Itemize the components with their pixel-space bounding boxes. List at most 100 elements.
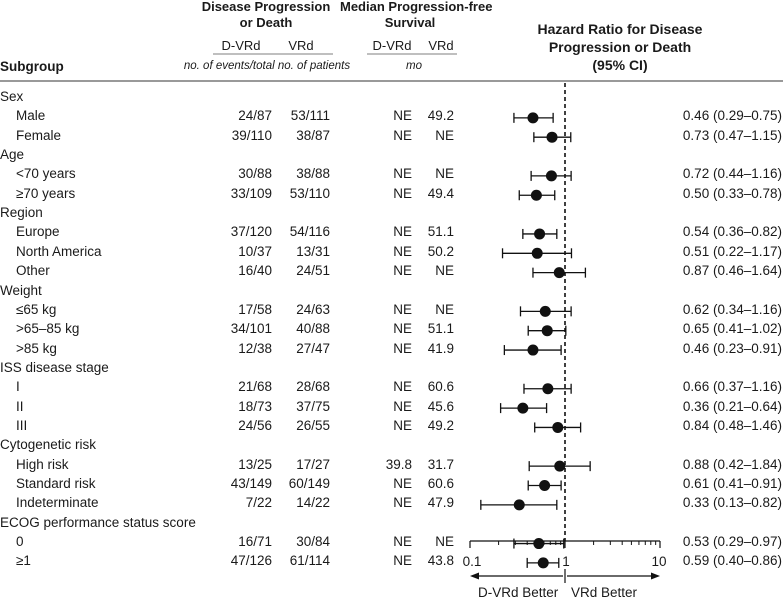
cell-pfs-vrd: NE	[435, 263, 454, 279]
cell-pfs-dvrd: NE	[393, 321, 412, 337]
cell-pfs-vrd: NE	[435, 166, 454, 182]
subgroup-label: Europe	[16, 224, 60, 240]
cell-pfs-vrd: 60.6	[427, 476, 454, 491]
group-label: Sex	[0, 89, 24, 104]
cell-hazard-ratio: 0.88 (0.42–1.84)	[682, 456, 782, 472]
cell-hazard-ratio: 0.51 (0.22–1.17)	[682, 243, 782, 259]
right-arrow-head	[651, 572, 660, 580]
tick-label-0-1: 0.1	[462, 554, 482, 569]
cell-events-vrd: 26/55	[296, 417, 330, 433]
cell-pfs-dvrd: NE	[393, 476, 412, 491]
cell-events-dvrd: 24/56	[238, 417, 272, 433]
hr-point	[546, 131, 558, 143]
cell-pfs-dvrd: 39.8	[385, 456, 412, 472]
cell-events-vrd: 24/51	[296, 263, 330, 279]
group-label: ISS disease stage	[0, 359, 109, 375]
subgroup-header: Subgroup	[0, 59, 64, 74]
cell-hazard-ratio: 0.54 (0.36–0.82)	[682, 224, 782, 240]
subgroup-label: Standard risk	[16, 476, 96, 491]
cell-events-dvrd: 17/58	[238, 301, 272, 317]
subgroup-label: >65–85 kg	[16, 321, 80, 337]
cell-hazard-ratio: 0.59 (0.40–0.86)	[682, 553, 782, 569]
cell-pfs-dvrd: NE	[393, 224, 412, 240]
hr-point	[541, 325, 553, 337]
cell-pfs-vrd: 43.8	[427, 553, 454, 569]
cell-events-dvrd: 13/25	[238, 456, 272, 472]
cell-events-vrd: 24/63	[296, 301, 330, 317]
cell-pfs-dvrd: NE	[393, 495, 412, 511]
cell-hazard-ratio: 0.53 (0.29–0.97)	[682, 534, 782, 550]
cell-pfs-dvrd: NE	[393, 185, 412, 201]
group-label: ECOG performance status score	[0, 514, 196, 530]
cell-events-vrd: 14/22	[296, 495, 330, 511]
hr-point	[545, 170, 557, 182]
subgroup-label: High risk	[16, 456, 69, 472]
cell-pfs-vrd: 49.2	[427, 108, 454, 124]
subgroup-label: ≥1	[16, 553, 31, 569]
cell-events-vrd: 27/47	[296, 340, 330, 356]
hr-point	[534, 228, 546, 240]
cell-events-dvrd: 39/110	[231, 127, 272, 143]
hr-point	[537, 557, 549, 569]
cell-pfs-dvrd: NE	[393, 166, 412, 182]
cell-hazard-ratio: 0.84 (0.48–1.46)	[682, 417, 782, 433]
events-title-line2: or Death	[239, 15, 293, 30]
cell-hazard-ratio: 0.36 (0.21–0.64)	[682, 398, 782, 414]
cell-pfs-dvrd: NE	[393, 417, 412, 433]
pfs-title-line1: Median Progression-free	[340, 0, 493, 14]
pfs-unit: mo	[406, 60, 422, 72]
hr-point	[554, 460, 566, 472]
cell-events-dvrd: 18/73	[238, 398, 272, 414]
cell-events-vrd: 40/88	[296, 321, 330, 337]
cell-events-dvrd: 10/37	[238, 243, 272, 259]
hr-point	[539, 480, 551, 491]
subgroup-label: ≤65 kg	[16, 301, 57, 317]
cell-pfs-dvrd: NE	[393, 108, 412, 124]
hr-point	[539, 305, 551, 317]
subgroup-label: Male	[16, 108, 46, 124]
hr-title-line1: Hazard Ratio for Disease	[537, 21, 703, 37]
cell-pfs-dvrd: NE	[393, 398, 412, 414]
cell-events-dvrd: 33/109	[230, 185, 272, 201]
hr-title-line3: (95% CI)	[592, 57, 648, 73]
cell-hazard-ratio: 0.72 (0.44–1.16)	[682, 166, 782, 182]
cell-pfs-vrd: 45.6	[427, 398, 454, 414]
cell-pfs-dvrd: NE	[393, 379, 412, 395]
cell-events-vrd: 38/88	[296, 166, 330, 182]
cell-events-vrd: 53/110	[289, 185, 330, 201]
cell-events-dvrd: 37/120	[230, 224, 272, 240]
subgroup-label: III	[16, 417, 28, 433]
cell-events-vrd: 38/87	[296, 127, 330, 143]
cell-hazard-ratio: 0.87 (0.46–1.64)	[682, 263, 782, 279]
hr-point	[552, 421, 564, 433]
cell-events-dvrd: 12/38	[238, 340, 272, 356]
cell-hazard-ratio: 0.50 (0.33–0.78)	[682, 185, 782, 201]
cell-hazard-ratio: 0.61 (0.41–0.91)	[682, 476, 782, 491]
cell-pfs-dvrd: NE	[393, 301, 412, 317]
cell-hazard-ratio: 0.65 (0.41–1.02)	[682, 321, 782, 337]
cell-events-dvrd: 47/126	[230, 553, 272, 569]
cell-pfs-vrd: 51.1	[427, 224, 454, 240]
subgroup-label: >85 kg	[16, 340, 57, 356]
cell-hazard-ratio: 0.62 (0.34–1.16)	[682, 301, 782, 317]
left-annotation: D-VRd Better	[478, 585, 559, 600]
hr-point	[542, 383, 554, 395]
cell-pfs-dvrd: NE	[393, 534, 412, 550]
hr-point	[530, 189, 542, 201]
subgroup-label: <70 years	[16, 166, 76, 182]
events-unit: no. of events/total no. of patients	[183, 60, 351, 72]
subgroup-label: North America	[16, 243, 102, 259]
cell-events-vrd: 30/84	[296, 534, 330, 550]
cell-events-vrd: 28/68	[296, 379, 330, 395]
cell-events-dvrd: 43/149	[230, 476, 272, 491]
cell-pfs-vrd: 49.4	[427, 185, 454, 201]
tick-label-1: 1	[562, 554, 570, 569]
right-annotation: VRd Better	[571, 585, 638, 600]
hr-title-line2: Progression or Death	[548, 39, 692, 55]
cell-pfs-dvrd: NE	[393, 340, 412, 356]
cell-events-dvrd: 30/88	[238, 166, 272, 182]
cell-pfs-dvrd: NE	[393, 127, 412, 143]
cell-events-vrd: 54/116	[289, 224, 330, 240]
cell-hazard-ratio: 0.33 (0.13–0.82)	[682, 495, 782, 511]
